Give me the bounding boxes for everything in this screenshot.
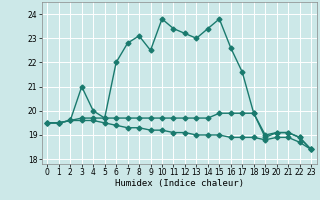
X-axis label: Humidex (Indice chaleur): Humidex (Indice chaleur) [115,179,244,188]
